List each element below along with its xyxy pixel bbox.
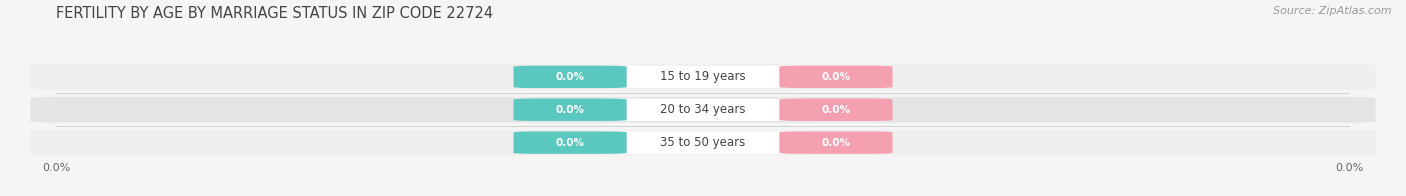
FancyBboxPatch shape xyxy=(513,99,627,121)
FancyBboxPatch shape xyxy=(593,66,813,88)
FancyBboxPatch shape xyxy=(31,97,1375,122)
FancyBboxPatch shape xyxy=(31,64,1375,90)
Text: 0.0%: 0.0% xyxy=(821,72,851,82)
Text: 0.0%: 0.0% xyxy=(821,138,851,148)
FancyBboxPatch shape xyxy=(513,66,627,88)
FancyBboxPatch shape xyxy=(779,99,893,121)
Text: 35 to 50 years: 35 to 50 years xyxy=(661,136,745,149)
FancyBboxPatch shape xyxy=(31,130,1375,155)
Text: 0.0%: 0.0% xyxy=(555,105,585,115)
FancyBboxPatch shape xyxy=(779,66,893,88)
Text: 0.0%: 0.0% xyxy=(555,72,585,82)
Text: 20 to 34 years: 20 to 34 years xyxy=(661,103,745,116)
Text: Source: ZipAtlas.com: Source: ZipAtlas.com xyxy=(1274,6,1392,16)
FancyBboxPatch shape xyxy=(593,132,813,154)
Text: FERTILITY BY AGE BY MARRIAGE STATUS IN ZIP CODE 22724: FERTILITY BY AGE BY MARRIAGE STATUS IN Z… xyxy=(56,6,494,21)
FancyBboxPatch shape xyxy=(779,132,893,154)
FancyBboxPatch shape xyxy=(513,132,627,154)
Text: 0.0%: 0.0% xyxy=(821,105,851,115)
Text: 0.0%: 0.0% xyxy=(555,138,585,148)
Text: 15 to 19 years: 15 to 19 years xyxy=(661,70,745,83)
FancyBboxPatch shape xyxy=(593,99,813,121)
